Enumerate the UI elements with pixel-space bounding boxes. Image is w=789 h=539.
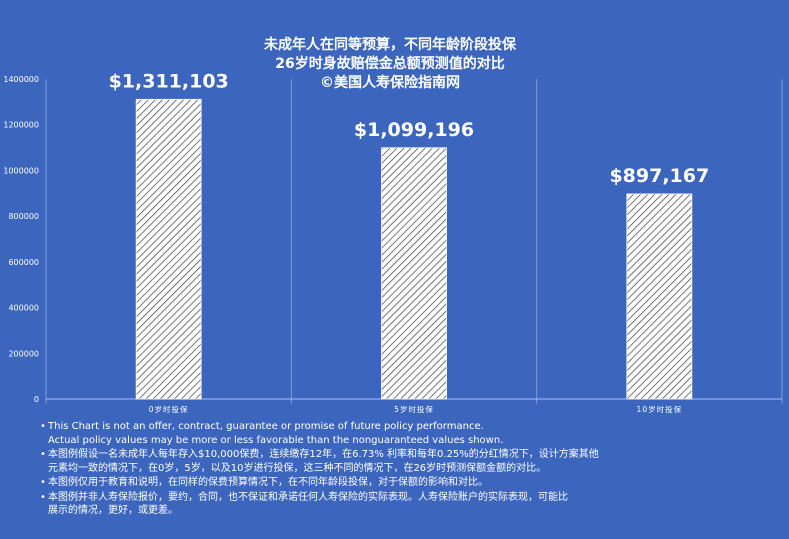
bar (135, 98, 202, 400)
footnote-4-line-1: 本图例并非人寿保险报价，要约，合同，也不保证和承诺任何人寿保险的实际表现。人寿保… (48, 491, 568, 503)
y-tick-label: 1000000 (3, 166, 39, 175)
y-tick-label: 400000 (8, 304, 39, 313)
chart-title: 未成年人在同等预算，不同年龄阶段投保 26岁时身故赔偿金总额预测值的对比 ©美国… (200, 36, 580, 93)
footnotes: • This Chart is not an offer, contract, … (40, 420, 640, 519)
chart-title-line-1: 未成年人在同等预算，不同年龄阶段投保 (264, 37, 516, 53)
footnote-bullet: • (40, 421, 46, 432)
chart-title-line-3: ©美国人寿保险指南网 (320, 75, 460, 91)
footnote-2-line-2: 元素均一致的情况下，在0岁，5岁，以及10岁进行投保，这三种不同的情况下，在26… (48, 462, 547, 474)
data-label: $897,167 (609, 165, 709, 187)
footnote-1: • This Chart is not an offer, contract, … (40, 420, 640, 447)
footnote-3: • 本图例仅用于教育和说明，在同样的保费预算情况下，在不同年龄段投保，对于保额的… (40, 476, 640, 490)
x-category-label: 0岁时投保 (149, 404, 189, 414)
footnote-2-line-1: 本图例假设一名未成年人每年存入$10,000保费，连续缴存12年，在6.73% … (48, 449, 599, 460)
footnote-bullet: • (40, 449, 46, 460)
data-label: $1,099,196 (354, 119, 474, 141)
y-tick-label: 1400000 (3, 75, 39, 84)
footnote-bullet: • (40, 491, 46, 503)
footnote-4: • 本图例并非人寿保险报价，要约，合同，也不保证和承诺任何人寿保险的实际表现。人… (40, 491, 640, 518)
data-label: $1,311,103 (109, 70, 229, 92)
y-tick-label: 600000 (8, 258, 39, 267)
footnote-1-line-2: Actual policy values may be more or less… (48, 434, 504, 446)
footnote-bullet: • (40, 477, 46, 488)
x-category-label: 5岁时投保 (394, 404, 434, 414)
y-tick-label: 800000 (8, 212, 39, 221)
footnote-4-line-2: 展示的情况，更好，或更差。 (48, 505, 178, 516)
x-category-label: 10岁时投保 (637, 404, 683, 414)
footnote-3-line-1: 本图例仅用于教育和说明，在同样的保费预算情况下，在不同年龄段投保，对于保额的影响… (48, 477, 488, 488)
bar (626, 193, 693, 400)
y-tick-label: 1200000 (3, 121, 39, 130)
chart-title-line-2: 26岁时身故赔偿金总额预测值的对比 (275, 56, 505, 72)
bar (381, 147, 447, 400)
footnote-1-line-1: This Chart is not an offer, contract, gu… (48, 421, 484, 432)
y-tick-label: 0 (34, 395, 39, 404)
footnote-2: • 本图例假设一名未成年人每年存入$10,000保费，连续缴存12年，在6.73… (40, 448, 640, 475)
y-tick-label: 200000 (8, 349, 39, 358)
